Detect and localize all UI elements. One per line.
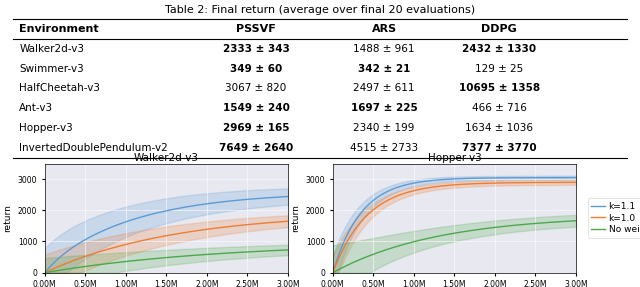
Text: 2340 ± 199: 2340 ± 199 bbox=[353, 123, 415, 133]
Line: No weight: No weight bbox=[333, 221, 576, 273]
Text: 349 ± 60: 349 ± 60 bbox=[230, 64, 282, 74]
k=1.1 bbox=[330, 268, 337, 272]
k=1.1 bbox=[473, 177, 481, 180]
Text: 342 ± 21: 342 ± 21 bbox=[358, 64, 410, 74]
Text: Table 2: Final return (average over final 20 evaluations): Table 2: Final return (average over fina… bbox=[165, 5, 475, 15]
No weight bbox=[549, 220, 557, 224]
Text: 7377 ± 3770: 7377 ± 3770 bbox=[462, 143, 536, 153]
Text: 1549 ± 240: 1549 ± 240 bbox=[223, 103, 289, 113]
Line: k=1.1: k=1.1 bbox=[333, 178, 576, 273]
k=1.0 bbox=[549, 181, 557, 184]
Text: Hopper-v3: Hopper-v3 bbox=[19, 123, 73, 133]
Text: 10695 ± 1358: 10695 ± 1358 bbox=[459, 84, 540, 93]
k=1.1 bbox=[478, 177, 486, 180]
Text: 1634 ± 1036: 1634 ± 1036 bbox=[465, 123, 533, 133]
k=1.0 bbox=[330, 269, 337, 272]
Line: k=1.0: k=1.0 bbox=[333, 182, 576, 273]
k=1.0 bbox=[473, 182, 481, 185]
Text: HalfCheetah-v3: HalfCheetah-v3 bbox=[19, 84, 100, 93]
k=1.1 bbox=[474, 177, 481, 180]
k=1.1 bbox=[572, 176, 580, 179]
Title: Walker2d-v3: Walker2d-v3 bbox=[134, 153, 199, 163]
Text: 4515 ± 2733: 4515 ± 2733 bbox=[350, 143, 418, 153]
k=1.0 bbox=[474, 182, 481, 185]
Y-axis label: return: return bbox=[3, 204, 12, 232]
k=1.1 bbox=[534, 176, 541, 179]
Text: 1697 ± 225: 1697 ± 225 bbox=[351, 103, 417, 113]
Text: 2432 ± 1330: 2432 ± 1330 bbox=[462, 44, 536, 54]
Text: 2333 ± 343: 2333 ± 343 bbox=[223, 44, 289, 54]
k=1.0 bbox=[572, 181, 580, 184]
Text: 1488 ± 961: 1488 ± 961 bbox=[353, 44, 415, 54]
k=1.0 bbox=[478, 182, 486, 185]
No weight bbox=[330, 270, 337, 274]
k=1.1 bbox=[329, 271, 337, 274]
No weight bbox=[572, 219, 580, 222]
Text: 2497 ± 611: 2497 ± 611 bbox=[353, 84, 415, 93]
Legend: k=1.1, k=1.0, No weight: k=1.1, k=1.0, No weight bbox=[588, 198, 640, 238]
Y-axis label: return: return bbox=[291, 204, 300, 232]
Text: 466 ± 716: 466 ± 716 bbox=[472, 103, 527, 113]
k=1.0 bbox=[329, 271, 337, 274]
Text: 3067 ± 820: 3067 ± 820 bbox=[225, 84, 287, 93]
Text: Walker2d-v3: Walker2d-v3 bbox=[19, 44, 84, 54]
Text: 2969 ± 165: 2969 ± 165 bbox=[223, 123, 289, 133]
Text: Environment: Environment bbox=[19, 24, 99, 34]
Text: 7649 ± 2640: 7649 ± 2640 bbox=[219, 143, 293, 153]
Text: PSSVF: PSSVF bbox=[236, 24, 276, 34]
No weight bbox=[478, 227, 486, 231]
Text: InvertedDoublePendulum-v2: InvertedDoublePendulum-v2 bbox=[19, 143, 168, 153]
No weight bbox=[473, 228, 481, 231]
Text: 129 ± 25: 129 ± 25 bbox=[475, 64, 524, 74]
No weight bbox=[329, 271, 337, 274]
Text: Swimmer-v3: Swimmer-v3 bbox=[19, 64, 84, 74]
Text: ARS: ARS bbox=[371, 24, 397, 34]
Text: Ant-v3: Ant-v3 bbox=[19, 103, 53, 113]
No weight bbox=[474, 228, 481, 231]
Title: Hopper-v3: Hopper-v3 bbox=[428, 153, 481, 163]
Text: DDPG: DDPG bbox=[481, 24, 517, 34]
k=1.0 bbox=[534, 181, 541, 184]
No weight bbox=[534, 222, 541, 225]
k=1.1 bbox=[549, 176, 557, 179]
